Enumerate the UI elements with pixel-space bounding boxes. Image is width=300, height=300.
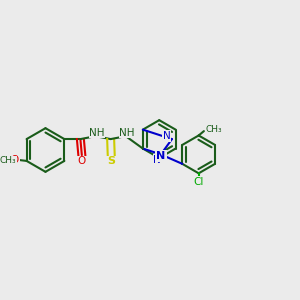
Text: CH₃: CH₃ (0, 156, 16, 165)
Text: NH: NH (89, 128, 105, 138)
Text: O: O (78, 157, 86, 166)
Text: Cl: Cl (194, 177, 204, 187)
Text: CH₃: CH₃ (206, 125, 223, 134)
Text: O: O (11, 155, 19, 165)
Text: NH: NH (119, 128, 135, 138)
Text: N: N (154, 155, 161, 165)
Text: S: S (107, 157, 115, 166)
Text: N: N (156, 151, 166, 161)
Text: N: N (163, 131, 171, 141)
